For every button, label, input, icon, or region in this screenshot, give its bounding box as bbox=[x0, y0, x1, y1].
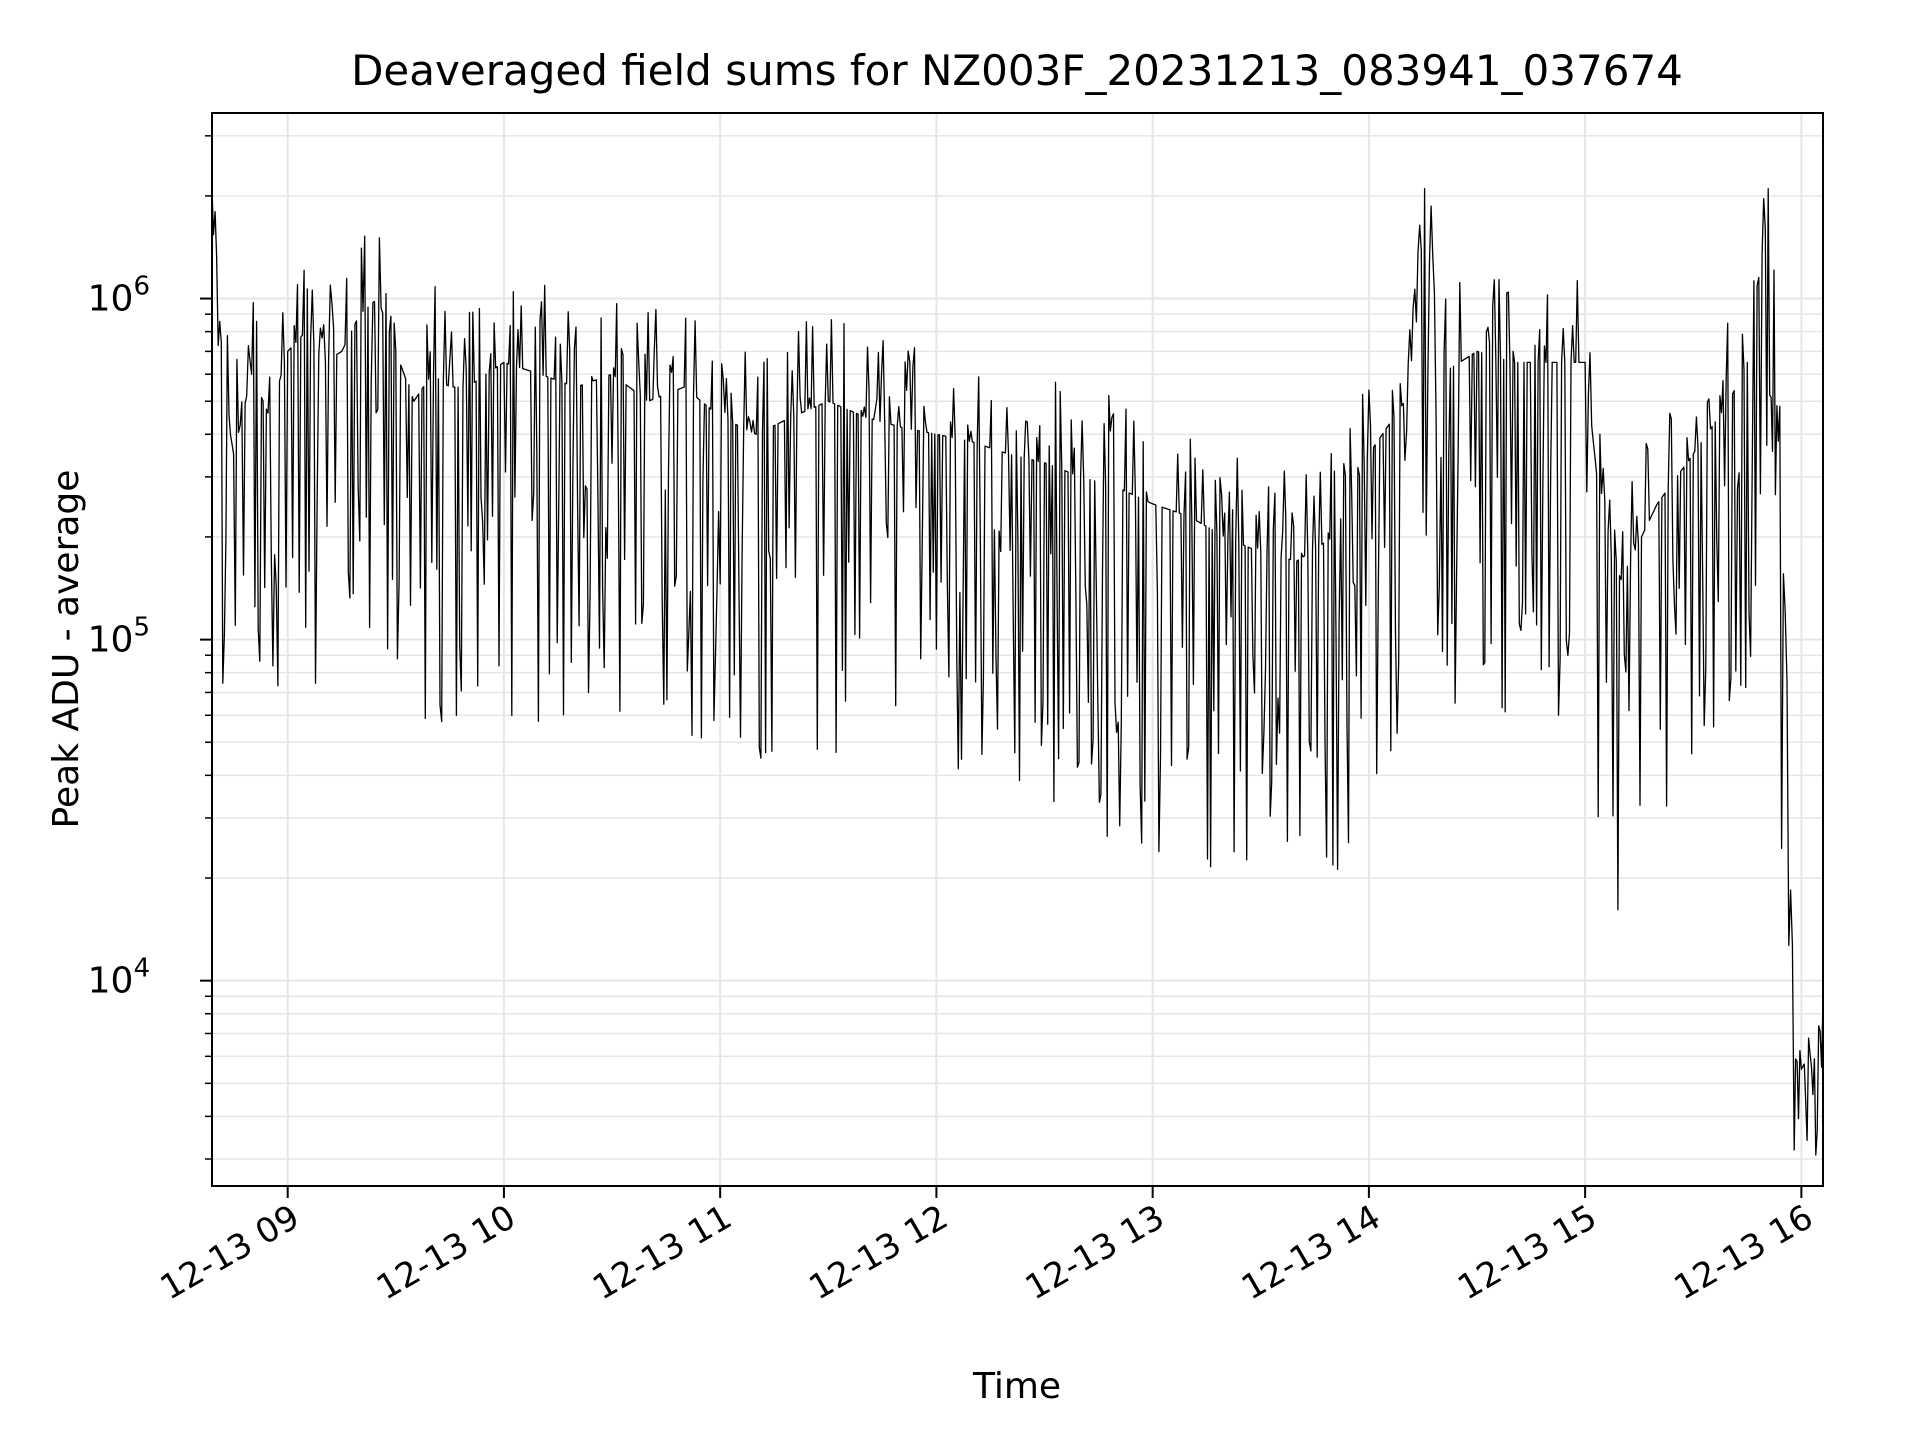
y-tick-label-exponent: 5 bbox=[133, 613, 150, 643]
y-tick-label-base: 10 bbox=[88, 279, 134, 320]
x-axis-label: Time bbox=[972, 1366, 1061, 1407]
chart-title: Deaveraged field sums for NZ003F_2023121… bbox=[351, 46, 1683, 95]
y-tick-label-base: 10 bbox=[88, 961, 134, 1002]
y-tick-label-exponent: 4 bbox=[133, 954, 150, 984]
y-axis-label: Peak ADU - average bbox=[46, 470, 87, 829]
y-tick-label-base: 10 bbox=[88, 620, 134, 661]
plot-frame bbox=[211, 112, 1824, 1187]
series-line bbox=[212, 188, 1823, 1156]
y-tick-label: 106 bbox=[88, 272, 150, 320]
y-tick-label-exponent: 6 bbox=[133, 272, 150, 302]
series-layer bbox=[212, 188, 1823, 1156]
y-tick-label: 104 bbox=[88, 954, 150, 1002]
grid-layer bbox=[212, 113, 1823, 1186]
y-tick-label: 105 bbox=[88, 613, 150, 661]
